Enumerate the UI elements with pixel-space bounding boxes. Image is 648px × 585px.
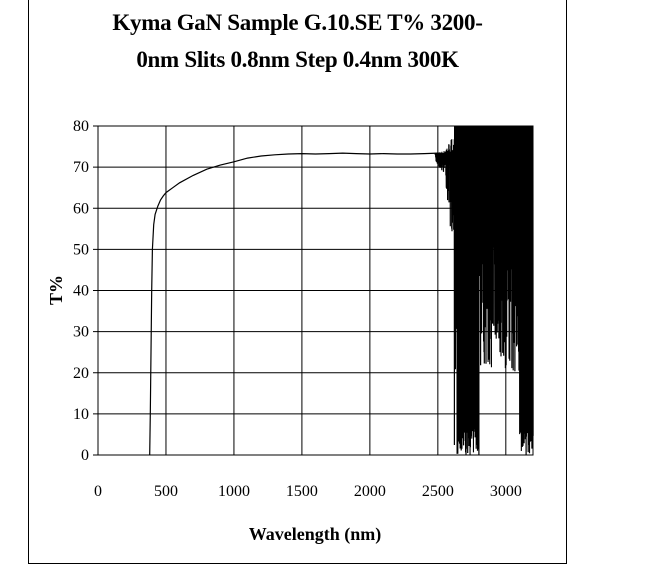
x-tick-label: 0 <box>94 483 102 500</box>
x-tick-label: 2500 <box>422 483 454 500</box>
chart-title-line-2: 0nm Slits 0.8nm Step 0.4nm 300K <box>136 47 459 72</box>
x-tick-label: 2000 <box>354 483 386 500</box>
y-tick-label: 20 <box>73 365 89 382</box>
y-tick-label: 70 <box>73 159 89 176</box>
chart-title: Kyma GaN Sample G.10.SE T% 3200- 0nm Sli… <box>28 4 567 78</box>
tick-labels: 0 10 20 30 40 50 60 70 80 0 500 1000 1500 2000 2500 300… <box>73 118 522 500</box>
y-tick-label: 0 <box>81 447 89 464</box>
transmission-line <box>149 152 452 456</box>
y-tick-label: 80 <box>73 118 89 135</box>
x-tick-label: 1000 <box>218 483 250 500</box>
y-tick-label: 30 <box>73 324 89 341</box>
y-tick-label: 50 <box>73 241 89 258</box>
chart-title-line-1: Kyma GaN Sample G.10.SE T% 3200- <box>112 10 483 35</box>
x-tick-label: 3000 <box>490 483 522 500</box>
y-tick-label: 10 <box>73 406 89 423</box>
x-tick-label: 1500 <box>286 483 318 500</box>
y-tick-label: 40 <box>73 283 89 300</box>
y-axis-label: T% <box>46 275 66 305</box>
y-tick-label: 60 <box>73 200 89 217</box>
x-tick-label: 500 <box>154 483 178 500</box>
series-group <box>149 152 452 456</box>
x-axis-label: Wavelength (nm) <box>249 524 382 545</box>
